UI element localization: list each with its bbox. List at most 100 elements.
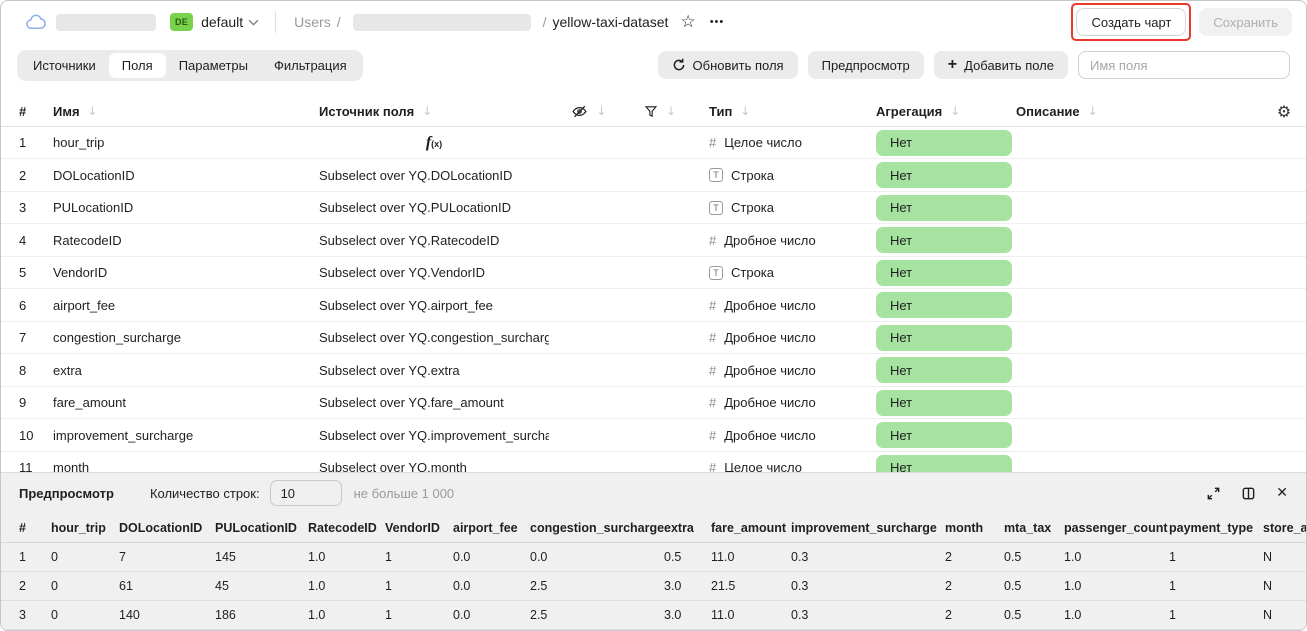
preview-cell: 145 [215,550,236,564]
preview-cell: 1.0 [1064,550,1082,564]
col-header-visibility[interactable]: ↓ [549,103,629,120]
field-type: # Дробное число [691,330,876,345]
col-header-aggregation[interactable]: Агрегация ↓ [876,104,1016,119]
sort-arrow-icon[interactable]: ↓ [87,104,98,119]
preview-col-header: hour_trip [51,520,106,535]
sort-arrow-icon[interactable]: ↓ [950,104,961,119]
field-row[interactable]: 6 airport_fee Subselect over YQ.airport_fe… [1,289,1306,322]
chevron-down-icon[interactable] [248,19,259,26]
aggregation-select[interactable]: Нет [876,324,1012,351]
field-row[interactable]: 5 VendorID Subselect over YQ.VendorID T Стро… [1,257,1306,290]
aggregation-select[interactable]: Нет [876,454,1012,472]
dataset-name: yellow-taxi-dataset [552,14,669,30]
expand-preview-icon[interactable] [1206,486,1221,501]
col-header-source[interactable]: Источник поля ↓ [319,104,549,119]
preview-col-header: store_and_fwd_flag [1263,520,1306,535]
aggregation-select[interactable]: Нет [876,162,1012,189]
field-index: 3 [19,200,27,216]
eye-off-icon [571,103,588,120]
sort-arrow-icon[interactable]: ↓ [596,104,607,119]
field-name-search-input[interactable] [1078,51,1290,79]
field-row[interactable]: 11 month Subselect over YQ.month # Целое чис… [1,452,1306,472]
field-aggregation: Нет [876,259,1016,286]
preview-col-header: extra [664,520,694,535]
save-button[interactable]: Сохранить [1199,8,1292,36]
table-settings[interactable]: ⚙ [1262,102,1306,121]
refresh-fields-button[interactable]: Обновить поля [657,51,798,79]
field-row[interactable]: 8 extra Subselect over YQ.extra # Дробное чи… [1,354,1306,387]
breadcrumb: Users / / yellow-taxi-dataset [294,13,669,31]
preview-cell: 0.5 [1004,550,1022,564]
rows-count-input[interactable] [269,480,342,506]
gear-icon[interactable]: ⚙ [1276,101,1292,121]
tab-parameters[interactable]: Параметры [178,57,248,73]
field-type: T Строка [691,265,876,280]
field-index: 6 [19,297,27,313]
field-row[interactable]: 1 hour_trip f(x) # Целое число Нет [1,127,1306,160]
aggregation-select[interactable]: Нет [876,389,1012,416]
preview-toggle-button[interactable]: Предпросмотр [807,51,924,79]
aggregation-select[interactable]: Нет [876,357,1012,384]
preview-cell: 61 [119,579,133,593]
field-row[interactable]: 7 congestion_surcharge Subselect over YQ.c… [1,322,1306,355]
preview-cell: N [1263,608,1273,622]
formula-icon: f(x) [425,133,443,151]
number-type-icon: # [709,460,717,472]
field-name: improvement_surcharge [53,427,194,443]
refresh-fields-label: Обновить поля [692,57,784,73]
close-preview-icon[interactable]: ✕ [1276,485,1288,501]
preview-cell: 1 [1169,550,1176,564]
col-header-name[interactable]: Имя ↓ [53,104,319,119]
field-row[interactable]: 10 improvement_surcharge Subselect over YQ… [1,419,1306,452]
favorite-star-icon[interactable]: ☆ [680,12,696,32]
field-row[interactable]: 2 DOLocationID Subselect over YQ.DOLocatio… [1,159,1306,192]
tab-sources[interactable]: Источники [33,57,96,73]
fields-table-body: 1 hour_trip f(x) # Целое число Нет 2 DOLocation… [1,127,1306,472]
create-chart-button[interactable]: Создать чарт [1076,8,1187,36]
field-row[interactable]: 9 fare_amount Subselect over YQ.fare_amoun… [1,387,1306,420]
field-type-label: Целое число [724,460,802,472]
preview-cell: 45 [215,579,229,593]
field-name: fare_amount [53,395,126,411]
aggregation-select[interactable]: Нет [876,227,1012,254]
field-row[interactable]: 4 RatecodeID Subselect over YQ.RatecodeID #… [1,224,1306,257]
split-view-icon[interactable] [1241,486,1256,501]
aggregation-select[interactable]: Нет [876,259,1012,286]
breadcrumb-root[interactable]: Users [294,14,331,30]
aggregation-select[interactable]: Нет [876,194,1012,221]
sort-arrow-icon[interactable]: ↓ [422,104,433,119]
col-description-label: Описание [1016,103,1080,119]
col-header-type[interactable]: Тип ↓ [691,104,876,119]
preview-col-header: DOLocationID [119,520,203,535]
add-field-button[interactable]: + Добавить поле [933,51,1068,79]
preview-col-header: month [945,520,984,535]
env-selector[interactable]: default [201,14,244,30]
field-row[interactable]: 3 PULocationID Subselect over YQ.PULocatio… [1,192,1306,225]
number-type-icon: # [709,297,717,313]
tab-filtering[interactable]: Фильтрация [274,57,347,73]
annotation-highlight-box: Создать чарт [1071,3,1192,41]
field-type-label: Строка [731,167,775,183]
number-type-icon: # [709,427,717,443]
tab-fields[interactable]: Поля [108,52,166,78]
field-source: Subselect over YQ.congestion_surcharge [319,330,549,346]
field-index: 4 [19,232,27,248]
plus-icon: + [947,56,958,73]
col-header-description[interactable]: Описание ↓ [1016,104,1262,119]
dataset-tabs: Источники Поля Параметры Фильтрация [17,49,363,81]
rows-count-hint: не больше 1 000 [353,485,455,501]
aggregation-select[interactable]: Нет [876,292,1012,319]
more-menu-icon[interactable]: ••• [709,16,725,28]
sort-arrow-icon[interactable]: ↓ [740,104,751,119]
aggregation-select[interactable]: Нет [876,422,1012,449]
rows-count-label: Количество строк: [149,485,260,501]
preview-cell: 0 [51,550,58,564]
preview-cell: 1.0 [1064,608,1082,622]
sort-arrow-icon[interactable]: ↓ [665,104,677,119]
preview-cell: 1.0 [308,550,326,564]
aggregation-select[interactable]: Нет [876,129,1012,156]
sort-arrow-icon[interactable]: ↓ [1087,104,1098,119]
col-header-filter[interactable]: ↓ [629,104,691,119]
preview-row: 3 0 140 186 1.0 1 0.0 2.5 3.0 11.0 0.3 2 0.5 1.0 1 N [1,601,1306,630]
col-header-index: # [19,103,27,119]
